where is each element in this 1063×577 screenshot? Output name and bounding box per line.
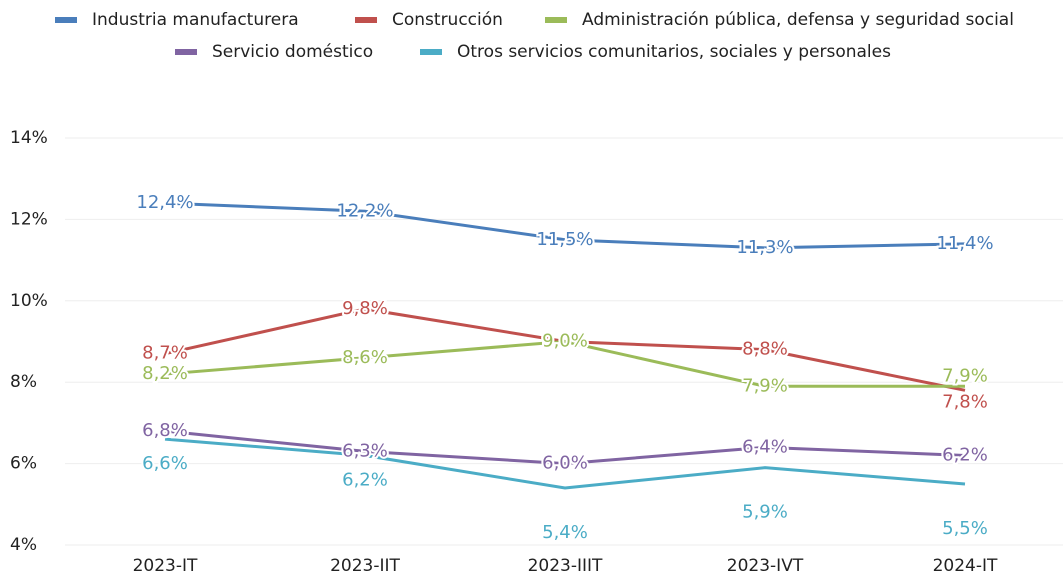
legend-label: Administración pública, defensa y seguri… [582,10,1014,30]
data-label: 5,4% [542,522,588,543]
data-label: 9,0% [542,331,588,352]
y-tick-label: 14% [10,128,48,148]
data-label: 8,6% [342,347,388,368]
data-label: 6,8% [142,420,188,441]
y-tick-label: 12% [10,209,48,229]
series-line [164,437,966,490]
data-label: 8,8% [742,339,788,360]
data-label: 11,4% [936,233,993,254]
x-tick-label: 2023-IIIT [528,556,603,576]
data-label: 8,2% [142,363,188,384]
x-tick-label: 2023-IT [133,556,198,576]
series-line [164,201,966,250]
x-tick-label: 2023-IIT [330,556,400,576]
series-line [164,339,965,388]
data-label: 6,3% [342,440,388,461]
data-label: 6,4% [742,436,788,457]
data-label: 6,2% [942,444,988,465]
legend-label: Servicio doméstico [212,42,373,62]
data-label: 11,3% [736,237,793,258]
data-label: 7,9% [742,375,788,396]
y-tick-label: 4% [10,535,37,555]
series-line [164,429,966,466]
data-label: 5,5% [942,518,988,539]
data-label: 8,7% [142,343,188,364]
data-label: 9,8% [342,298,388,319]
y-tick-label: 10% [10,291,48,311]
x-tick-label: 2024-IT [933,556,998,576]
data-label: 11,5% [536,229,593,250]
data-label: 7,9% [942,365,988,386]
data-label: 6,6% [142,453,188,474]
data-label: 5,9% [742,502,788,523]
legend-label: Industria manufacturera [92,10,299,30]
data-label: 12,2% [336,200,393,221]
legend-label: Otros servicios comunitarios, sociales y… [457,42,891,62]
y-tick-label: 8% [10,372,37,392]
x-tick-label: 2023-IVT [727,556,804,576]
data-label: 12,4% [136,192,193,213]
data-label: 6,2% [342,469,388,490]
data-label: 6,0% [542,453,588,474]
data-label: 9,0% [542,331,588,352]
y-tick-label: 6% [10,454,37,474]
data-label: 7,8% [942,391,988,412]
legend-label: Construcción [392,10,503,30]
